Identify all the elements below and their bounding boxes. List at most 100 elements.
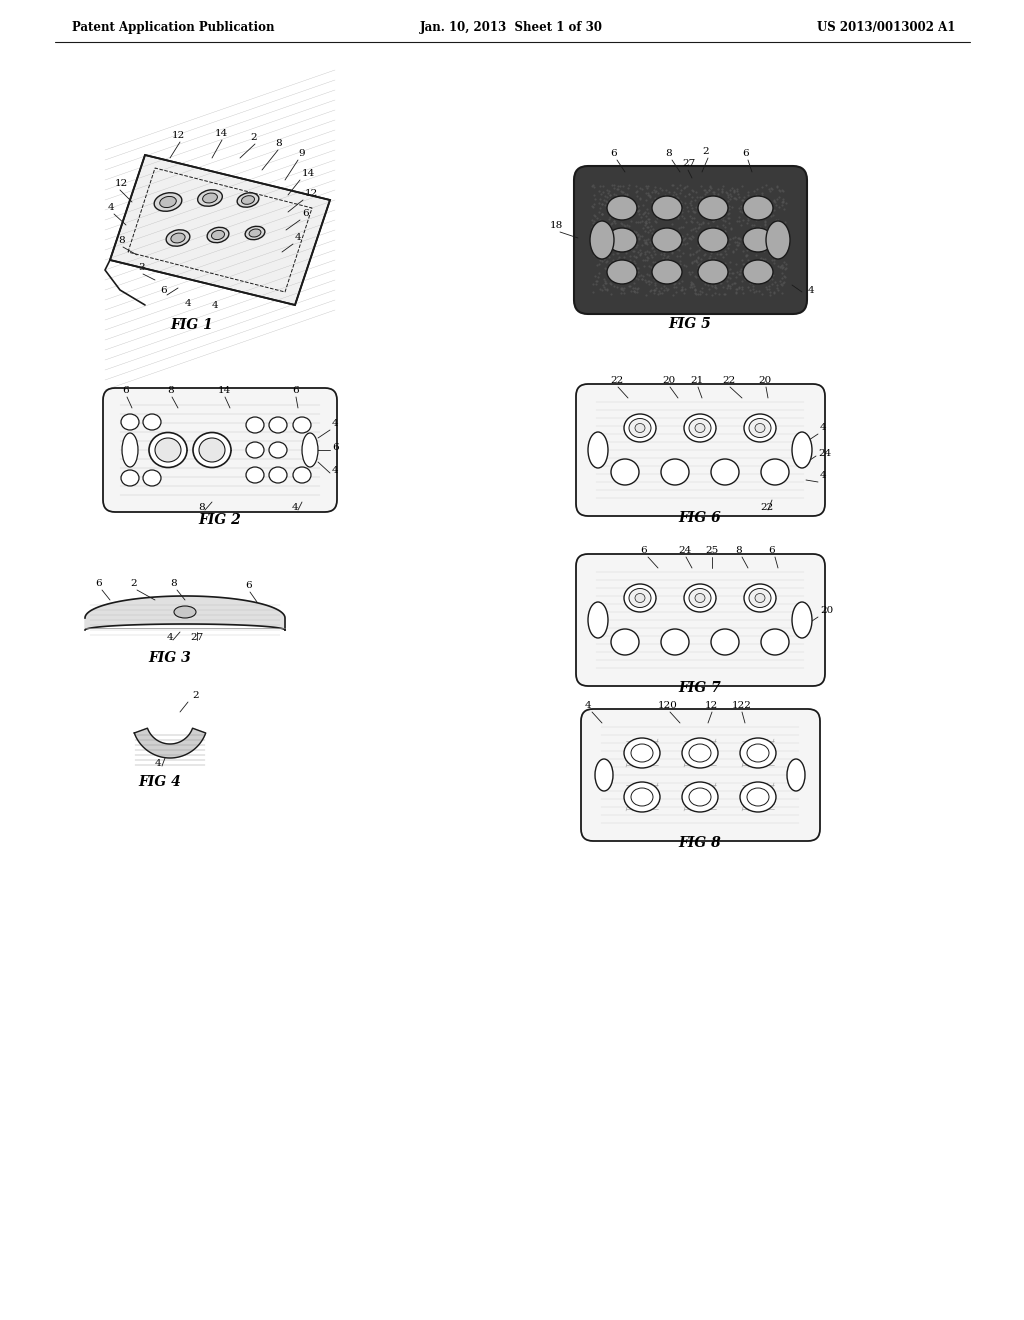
Ellipse shape bbox=[269, 467, 287, 483]
Ellipse shape bbox=[269, 417, 287, 433]
Text: 6: 6 bbox=[292, 385, 299, 395]
Ellipse shape bbox=[150, 433, 187, 467]
Text: US 2013/0013002 A1: US 2013/0013002 A1 bbox=[816, 21, 955, 34]
Text: 22: 22 bbox=[610, 376, 624, 385]
Polygon shape bbox=[134, 729, 206, 758]
Ellipse shape bbox=[160, 197, 176, 207]
Text: 24: 24 bbox=[818, 449, 831, 458]
Text: 18: 18 bbox=[550, 220, 563, 230]
Ellipse shape bbox=[245, 226, 265, 240]
Ellipse shape bbox=[246, 442, 264, 458]
Text: 24: 24 bbox=[678, 546, 691, 554]
FancyBboxPatch shape bbox=[575, 554, 825, 686]
Text: 2: 2 bbox=[250, 133, 257, 143]
Ellipse shape bbox=[269, 442, 287, 458]
Text: FIG 5: FIG 5 bbox=[669, 317, 712, 331]
Ellipse shape bbox=[607, 228, 637, 252]
Ellipse shape bbox=[624, 781, 660, 812]
Text: 9: 9 bbox=[298, 149, 304, 158]
Text: 6: 6 bbox=[332, 444, 339, 451]
Text: 2: 2 bbox=[702, 147, 709, 156]
Text: FIG 6: FIG 6 bbox=[679, 511, 721, 525]
Text: FIG 4: FIG 4 bbox=[138, 775, 181, 789]
Ellipse shape bbox=[743, 228, 773, 252]
Ellipse shape bbox=[238, 193, 259, 207]
Ellipse shape bbox=[122, 433, 138, 467]
Text: 12: 12 bbox=[705, 701, 718, 710]
Text: FIG 2: FIG 2 bbox=[199, 513, 242, 527]
Text: 6: 6 bbox=[95, 579, 101, 587]
Text: 6: 6 bbox=[302, 209, 308, 218]
Text: 2: 2 bbox=[130, 579, 136, 587]
Polygon shape bbox=[110, 154, 330, 305]
Ellipse shape bbox=[711, 630, 739, 655]
Text: 14: 14 bbox=[218, 385, 231, 395]
Ellipse shape bbox=[588, 602, 608, 638]
Ellipse shape bbox=[607, 195, 637, 220]
Ellipse shape bbox=[121, 414, 139, 430]
Text: Patent Application Publication: Patent Application Publication bbox=[72, 21, 274, 34]
Text: 8: 8 bbox=[198, 503, 205, 512]
Text: 8: 8 bbox=[167, 385, 174, 395]
Text: 4: 4 bbox=[212, 301, 219, 310]
Ellipse shape bbox=[242, 195, 255, 205]
FancyBboxPatch shape bbox=[581, 709, 820, 841]
Ellipse shape bbox=[143, 414, 161, 430]
Text: 2: 2 bbox=[193, 690, 199, 700]
Text: 8: 8 bbox=[275, 139, 282, 148]
Ellipse shape bbox=[652, 228, 682, 252]
Text: 14: 14 bbox=[302, 169, 315, 178]
Ellipse shape bbox=[199, 438, 225, 462]
Ellipse shape bbox=[711, 459, 739, 484]
Text: 4: 4 bbox=[820, 422, 826, 432]
Text: 27: 27 bbox=[190, 634, 203, 642]
Ellipse shape bbox=[695, 594, 705, 602]
Ellipse shape bbox=[212, 231, 224, 240]
Text: 20: 20 bbox=[662, 376, 675, 385]
Text: 25: 25 bbox=[705, 546, 718, 554]
Text: 27: 27 bbox=[682, 158, 695, 168]
FancyBboxPatch shape bbox=[575, 384, 825, 516]
Ellipse shape bbox=[743, 260, 773, 284]
Text: 3: 3 bbox=[138, 263, 144, 272]
Text: 4: 4 bbox=[108, 203, 115, 213]
Ellipse shape bbox=[611, 630, 639, 655]
Ellipse shape bbox=[629, 418, 651, 437]
Ellipse shape bbox=[766, 220, 790, 259]
Ellipse shape bbox=[624, 414, 656, 442]
Ellipse shape bbox=[155, 438, 181, 462]
Text: 4: 4 bbox=[585, 701, 592, 710]
Ellipse shape bbox=[635, 424, 645, 433]
Ellipse shape bbox=[684, 414, 716, 442]
Text: Jan. 10, 2013  Sheet 1 of 30: Jan. 10, 2013 Sheet 1 of 30 bbox=[420, 21, 603, 34]
Ellipse shape bbox=[698, 228, 728, 252]
Text: 6: 6 bbox=[122, 385, 129, 395]
Ellipse shape bbox=[698, 260, 728, 284]
Ellipse shape bbox=[761, 459, 790, 484]
Ellipse shape bbox=[744, 583, 776, 612]
Text: FIG 3: FIG 3 bbox=[148, 651, 191, 665]
Ellipse shape bbox=[743, 195, 773, 220]
Ellipse shape bbox=[166, 230, 189, 247]
Ellipse shape bbox=[761, 630, 790, 655]
Text: 6: 6 bbox=[160, 286, 167, 294]
Ellipse shape bbox=[198, 190, 222, 206]
Ellipse shape bbox=[588, 432, 608, 469]
Ellipse shape bbox=[755, 594, 765, 602]
Ellipse shape bbox=[607, 260, 637, 284]
Ellipse shape bbox=[121, 470, 139, 486]
Ellipse shape bbox=[590, 220, 614, 259]
Ellipse shape bbox=[682, 738, 718, 768]
Text: 20: 20 bbox=[820, 606, 834, 615]
Ellipse shape bbox=[293, 417, 311, 433]
Text: FIG 1: FIG 1 bbox=[171, 318, 213, 333]
Ellipse shape bbox=[695, 424, 705, 433]
Ellipse shape bbox=[698, 195, 728, 220]
Ellipse shape bbox=[635, 594, 645, 602]
Ellipse shape bbox=[246, 417, 264, 433]
Text: 6: 6 bbox=[245, 581, 252, 590]
Text: 22: 22 bbox=[760, 503, 773, 512]
Text: 4: 4 bbox=[185, 300, 191, 308]
Ellipse shape bbox=[595, 759, 613, 791]
Ellipse shape bbox=[755, 424, 765, 433]
